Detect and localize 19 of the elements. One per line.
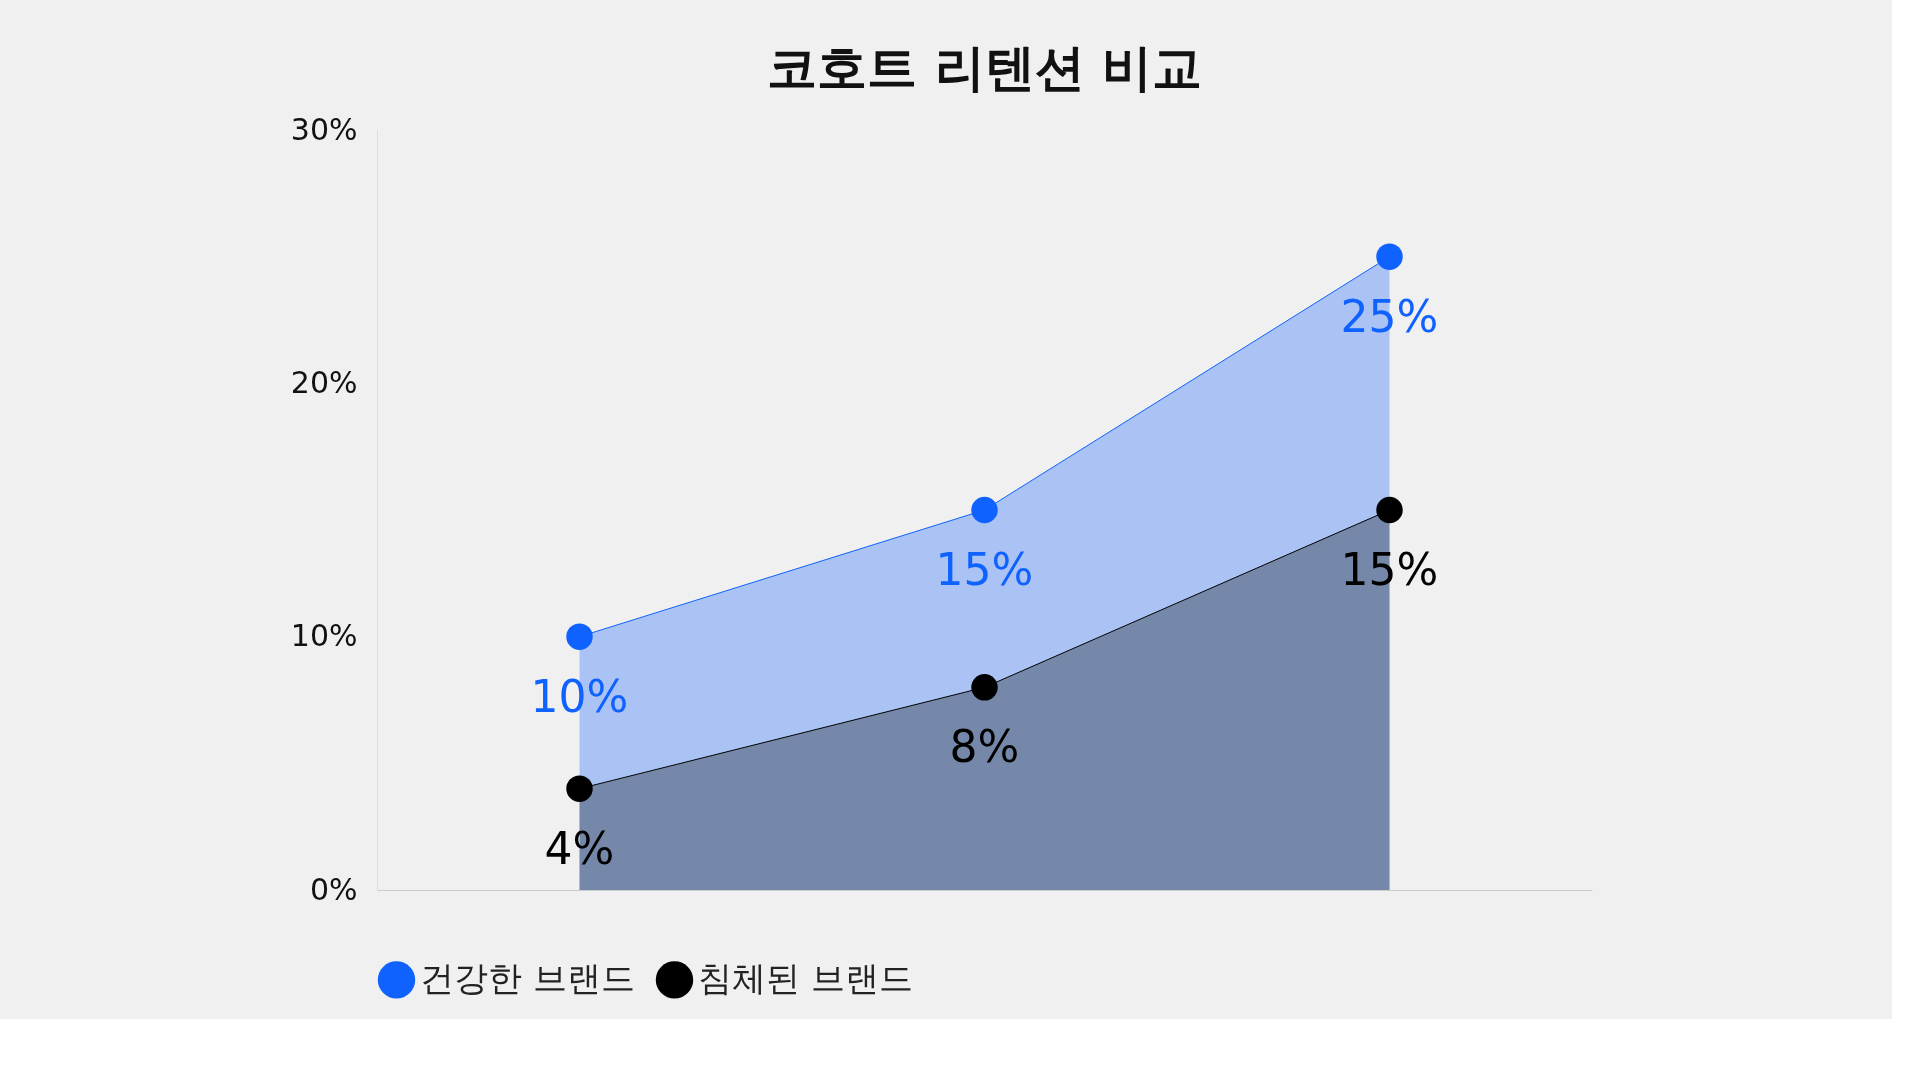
point (971, 674, 998, 701)
point (566, 623, 593, 650)
y-tick-label: 10% (290, 618, 358, 654)
data-label: 15% (935, 544, 1034, 595)
data-label: 8% (949, 721, 1020, 773)
y-tick-label: 30% (290, 111, 358, 147)
point (566, 775, 593, 802)
legend-label: 침체된 브랜드 (698, 957, 913, 998)
y-tick-label: 20% (290, 364, 358, 400)
data-label: 10% (530, 670, 629, 722)
y-tick-label: 0% (309, 871, 358, 907)
data-label: 15% (1340, 544, 1439, 595)
point (971, 496, 998, 524)
chart-title: 코호트 리텐션 비교 (767, 39, 1202, 97)
point (1376, 496, 1403, 524)
legend-label: 건강한 브랜드 (420, 957, 635, 998)
data-label: 4% (544, 822, 615, 874)
point (1376, 243, 1403, 270)
data-label: 25% (1340, 290, 1439, 342)
